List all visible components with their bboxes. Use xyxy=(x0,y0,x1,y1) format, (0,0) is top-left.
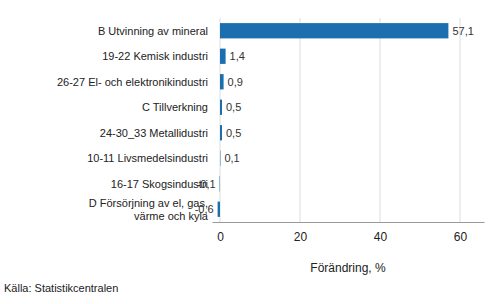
bar xyxy=(220,151,221,166)
data-label: 1,4 xyxy=(230,50,245,62)
x-tick-label: 20 xyxy=(294,230,308,244)
grid xyxy=(220,18,460,222)
data-label: 0,5 xyxy=(226,101,241,113)
category-label: 10-11 Livsmedelsindustri xyxy=(87,152,208,164)
data-label: 0,9 xyxy=(228,76,243,88)
source-note: Källa: Statistikcentralen xyxy=(4,282,118,294)
y-tick: 24-30_33 Metallidustri xyxy=(100,127,208,139)
y-tick: B Utvinning av mineral xyxy=(98,25,208,37)
bar xyxy=(220,100,222,115)
category-label: B Utvinning av mineral xyxy=(98,25,208,37)
bar xyxy=(220,74,224,89)
x-tick-label: 60 xyxy=(454,230,468,244)
category-label: D Försörjning av el, gas,värme och kyla xyxy=(89,197,209,222)
grid-line xyxy=(380,18,381,222)
y-tick: 10-11 Livsmedelsindustri xyxy=(87,152,208,164)
category-label: C Tillverkning xyxy=(142,101,208,113)
bar xyxy=(220,49,226,64)
x-axis: 0 20 40 60 xyxy=(213,222,485,244)
category-label: 26-27 El- och elektronikindustri xyxy=(57,76,208,88)
grid-line xyxy=(300,18,301,222)
y-axis: B Utvinning av mineral 19-22 Kemisk indus… xyxy=(57,25,209,222)
x-axis-line xyxy=(213,222,485,223)
category-label: 19-22 Kemisk industri xyxy=(102,50,208,62)
bar xyxy=(220,23,448,38)
y-tick: 26-27 El- och elektronikindustri xyxy=(57,76,208,88)
annotations: Källa: Statistikcentralen xyxy=(4,282,118,294)
bar xyxy=(218,202,220,217)
y-tick: 16-17 Skogsindustri xyxy=(111,178,208,190)
x-tick-label: 0 xyxy=(217,230,224,244)
data-label: 57,1 xyxy=(452,25,473,37)
x-tick: 40 xyxy=(374,222,388,244)
y-tick: D Försörjning av el, gas,värme och kyla xyxy=(89,197,209,222)
chart: 57,11,40,90,50,50,1-0,1-0,6B Utvinning a… xyxy=(0,0,493,304)
category-label: 24-30_33 Metallidustri xyxy=(100,127,208,139)
bars xyxy=(218,23,449,217)
bar xyxy=(219,176,220,191)
data-label: 0,1 xyxy=(224,152,239,164)
x-tick: 60 xyxy=(454,222,468,244)
grid-line xyxy=(460,18,461,222)
x-tick-label: 40 xyxy=(374,230,388,244)
x-axis-title: Förändring, % xyxy=(310,261,386,275)
y-tick: 19-22 Kemisk industri xyxy=(102,50,208,62)
y-tick: C Tillverkning xyxy=(142,101,208,113)
bar xyxy=(220,125,222,140)
category-label: 16-17 Skogsindustri xyxy=(111,178,208,190)
x-tick: 0 xyxy=(217,222,224,244)
data-label: 0,5 xyxy=(226,127,241,139)
x-tick: 20 xyxy=(294,222,308,244)
data-labels: 57,11,40,90,50,50,1-0,1-0,6 xyxy=(195,25,474,216)
